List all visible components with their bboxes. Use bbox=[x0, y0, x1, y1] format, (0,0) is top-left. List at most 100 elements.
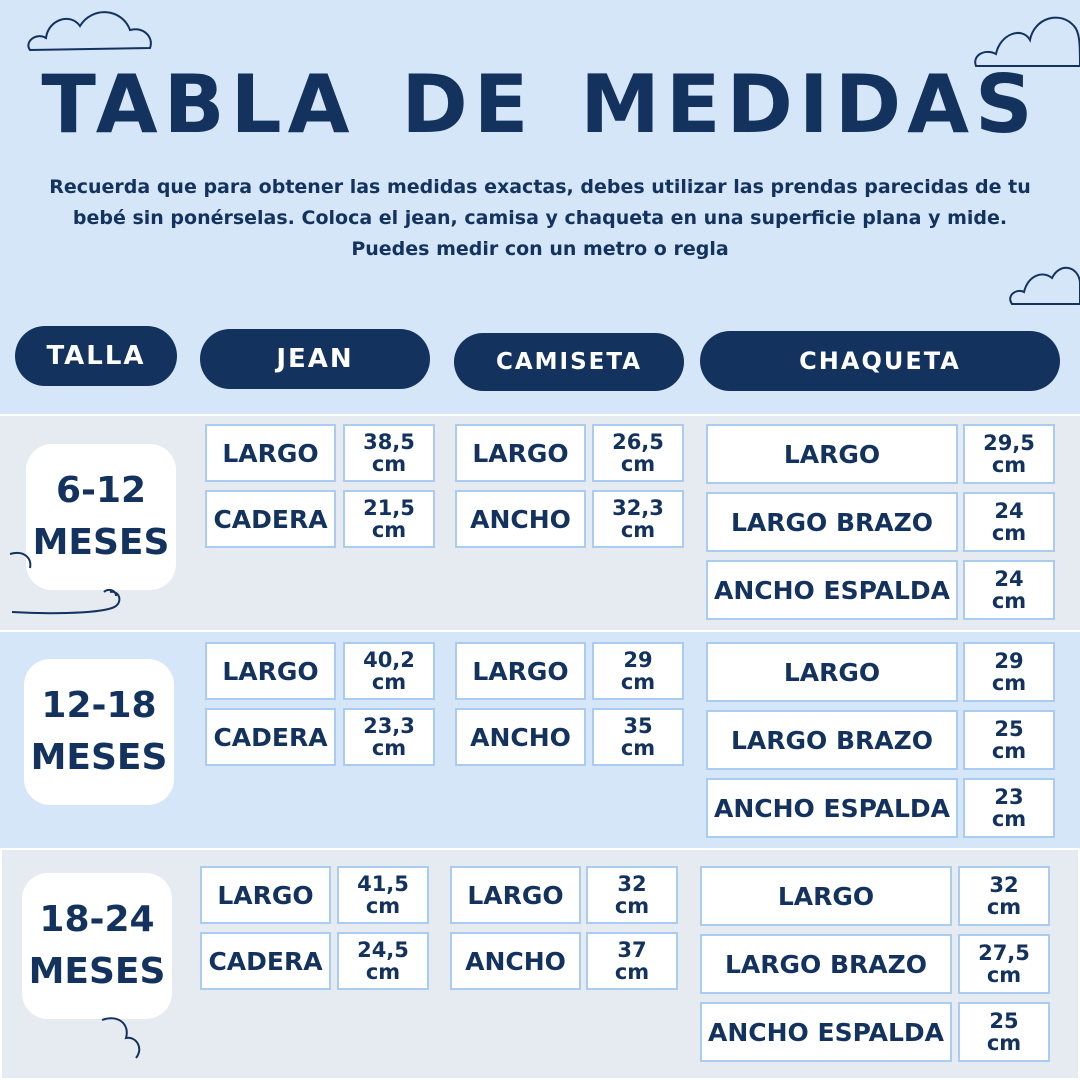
measure-number: 32,3 bbox=[612, 496, 664, 520]
size-range: 18-24 bbox=[39, 899, 155, 940]
measure-unit: cm bbox=[620, 452, 656, 476]
jean-measure-label: LARGO bbox=[200, 866, 331, 924]
measure-label: LARGO BRAZO bbox=[730, 507, 934, 537]
cloud-icon bbox=[27, 11, 152, 52]
size-card: 12-18 MESES bbox=[24, 659, 174, 805]
measure-label: LARGO bbox=[222, 656, 319, 686]
jean-measure-value: 41,5 cm bbox=[337, 866, 429, 924]
chaqueta-measure-label: LARGO BRAZO bbox=[700, 934, 952, 994]
measure-label: LARGO bbox=[777, 881, 875, 911]
measure-unit: cm bbox=[991, 521, 1027, 545]
measure-unit: cm bbox=[620, 518, 656, 542]
jean-measure-value: 40,2 cm bbox=[343, 642, 435, 700]
measure-number: 37 bbox=[617, 938, 647, 962]
measure-label: ANCHO bbox=[470, 722, 571, 752]
page-title: TABLA DE MEDIDAS bbox=[41, 58, 1039, 151]
size-card: 18-24 MESES bbox=[22, 873, 172, 1019]
measure-unit: cm bbox=[986, 895, 1022, 919]
measure-number: 29,5 bbox=[983, 431, 1035, 455]
measure-label: LARGO bbox=[472, 438, 569, 468]
chaqueta-measure-value: 23 cm bbox=[963, 778, 1055, 838]
measure-number: 25 bbox=[994, 717, 1024, 741]
measure-number: 23,3 bbox=[363, 714, 415, 738]
cloud-icon bbox=[9, 552, 121, 615]
camiseta-measure-label: LARGO bbox=[450, 866, 581, 924]
measure-unit: cm bbox=[371, 736, 407, 760]
camiseta-measure-value: 32,3 cm bbox=[592, 490, 684, 548]
measure-number: 40,2 bbox=[363, 648, 415, 672]
camiseta-measure-label: ANCHO bbox=[455, 708, 586, 766]
measure-unit: cm bbox=[986, 1031, 1022, 1055]
chaqueta-measure-label: LARGO bbox=[706, 642, 958, 702]
measure-unit: cm bbox=[371, 518, 407, 542]
cloud-icon bbox=[101, 1017, 141, 1059]
chaqueta-measure-label: ANCHO ESPALDA bbox=[700, 1002, 952, 1062]
instructions-line: Puedes medir con un metro o regla bbox=[351, 238, 729, 260]
measure-unit: cm bbox=[991, 671, 1027, 695]
measure-unit: cm bbox=[991, 807, 1027, 831]
header-chaqueta: CHAQUETA bbox=[700, 331, 1060, 391]
measure-number: 21,5 bbox=[363, 496, 415, 520]
measure-number: 29 bbox=[994, 649, 1024, 673]
measure-label: ANCHO ESPALDA bbox=[708, 1017, 944, 1047]
jean-measure-value: 24,5 cm bbox=[337, 932, 429, 990]
measure-unit: cm bbox=[371, 670, 407, 694]
cloud-icon bbox=[974, 16, 1080, 67]
size-range: 6-12 bbox=[55, 470, 147, 511]
header-camiseta: CAMISETA bbox=[454, 333, 684, 391]
camiseta-measure-label: ANCHO bbox=[455, 490, 586, 548]
measure-unit: cm bbox=[620, 670, 656, 694]
jean-measure-value: 23,3 cm bbox=[343, 708, 435, 766]
measure-label: LARGO bbox=[472, 656, 569, 686]
size-card: 6-12 MESES bbox=[26, 444, 176, 590]
measure-unit: cm bbox=[991, 739, 1027, 763]
jean-measure-label: LARGO bbox=[205, 424, 336, 482]
measure-number: 25 bbox=[989, 1009, 1019, 1033]
measure-label: CADERA bbox=[213, 722, 328, 752]
jean-measure-label: LARGO bbox=[205, 642, 336, 700]
measure-unit: cm bbox=[620, 736, 656, 760]
measure-number: 29 bbox=[623, 648, 653, 672]
size-unit: MESES bbox=[28, 951, 166, 992]
measure-number: 41,5 bbox=[357, 872, 409, 896]
chaqueta-measure-value: 24 cm bbox=[963, 560, 1055, 620]
header-talla: TALLA bbox=[15, 326, 177, 386]
size-unit: MESES bbox=[32, 522, 170, 563]
camiseta-measure-value: 32 cm bbox=[586, 866, 678, 924]
camiseta-measure-value: 26,5 cm bbox=[592, 424, 684, 482]
camiseta-measure-label: ANCHO bbox=[450, 932, 581, 990]
chaqueta-measure-label: ANCHO ESPALDA bbox=[706, 778, 958, 838]
measure-number: 38,5 bbox=[363, 430, 415, 454]
measure-label: LARGO BRAZO bbox=[724, 949, 928, 979]
camiseta-measure-value: 29 cm bbox=[592, 642, 684, 700]
jean-measure-value: 21,5 cm bbox=[343, 490, 435, 548]
measure-number: 27,5 bbox=[978, 941, 1030, 965]
jean-measure-label: CADERA bbox=[205, 490, 336, 548]
measure-unit: cm bbox=[991, 453, 1027, 477]
chaqueta-measure-value: 25 cm bbox=[958, 1002, 1050, 1062]
measure-unit: cm bbox=[371, 452, 407, 476]
cloud-icon bbox=[1009, 267, 1080, 305]
measure-label: ANCHO ESPALDA bbox=[714, 575, 950, 605]
jean-measure-label: CADERA bbox=[200, 932, 331, 990]
instructions: Recuerda que para obtener las medidas ex… bbox=[20, 172, 1060, 265]
chaqueta-measure-value: 25 cm bbox=[963, 710, 1055, 770]
measure-number: 26,5 bbox=[612, 430, 664, 454]
header-jean: JEAN bbox=[200, 329, 430, 389]
measure-unit: cm bbox=[365, 960, 401, 984]
camiseta-measure-label: LARGO bbox=[455, 642, 586, 700]
measure-label: CADERA bbox=[213, 504, 328, 534]
chaqueta-measure-label: ANCHO ESPALDA bbox=[706, 560, 958, 620]
measure-unit: cm bbox=[614, 960, 650, 984]
measure-label: LARGO bbox=[783, 439, 881, 469]
measure-label: ANCHO ESPALDA bbox=[714, 793, 950, 823]
measure-number: 23 bbox=[994, 785, 1024, 809]
instructions-line: bebé sin ponérselas. Coloca el jean, cam… bbox=[72, 207, 1008, 229]
chaqueta-measure-label: LARGO bbox=[700, 866, 952, 926]
size-unit: MESES bbox=[30, 737, 168, 778]
chaqueta-measure-value: 29 cm bbox=[963, 642, 1055, 702]
measure-unit: cm bbox=[986, 963, 1022, 987]
measure-label: LARGO bbox=[217, 880, 314, 910]
measure-label: ANCHO bbox=[465, 946, 566, 976]
measure-number: 24 bbox=[994, 567, 1024, 591]
